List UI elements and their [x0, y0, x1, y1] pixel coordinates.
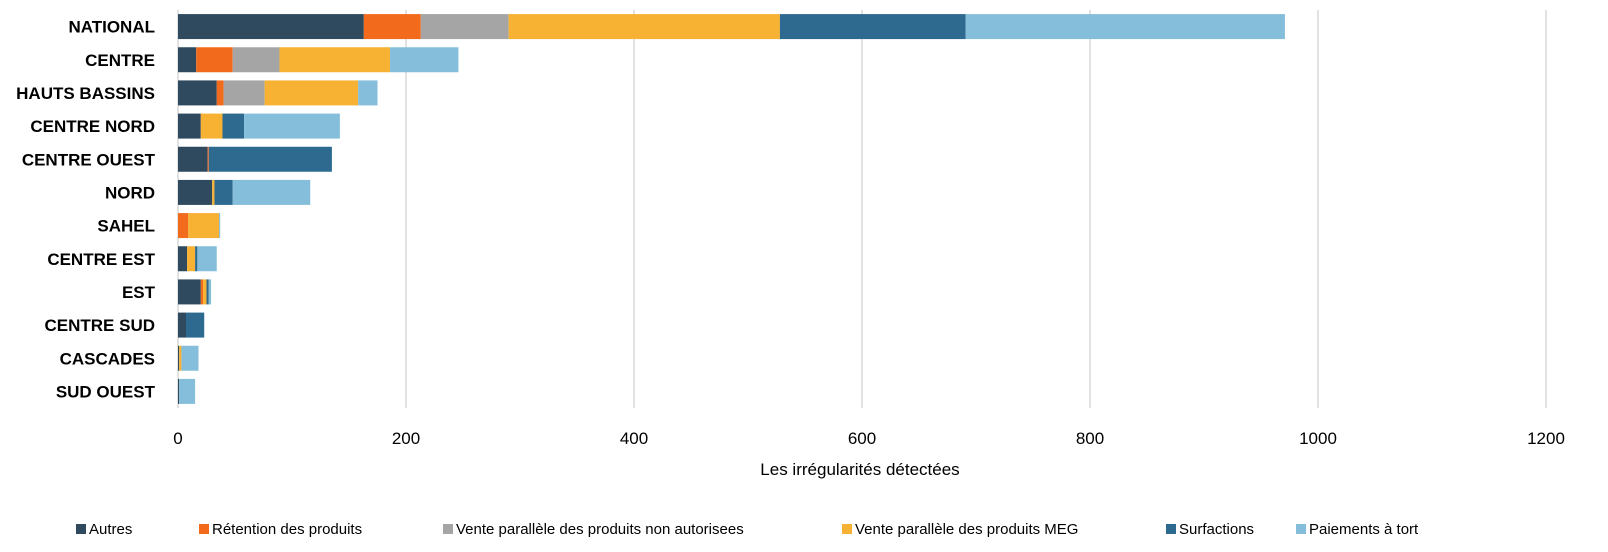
bar-segment: [363, 14, 421, 40]
legend-swatch: [842, 524, 852, 534]
bar-segment: [197, 246, 217, 272]
bar-segment: [178, 246, 188, 272]
bar-segment: [178, 80, 217, 106]
bar-segment: [178, 279, 201, 305]
bar-segment: [508, 14, 780, 40]
gridlines: [177, 10, 1547, 408]
bar-segment: [279, 47, 391, 73]
bar-segment: [178, 47, 197, 73]
x-tick-label: 0: [173, 429, 182, 448]
category-label: CENTRE EST: [47, 250, 155, 269]
category-label: CENTRE NORD: [30, 117, 155, 136]
bar-segment: [214, 179, 233, 205]
bar-segment: [244, 113, 340, 139]
bar-segment: [187, 246, 196, 272]
legend-label: Vente parallèle des produits non autoris…: [456, 521, 744, 538]
x-tick-label: 1000: [1299, 429, 1337, 448]
bar-segment: [179, 345, 182, 371]
bar-segment: [196, 47, 233, 73]
bar-segment: [181, 345, 199, 371]
bar-segment: [965, 14, 1285, 40]
bar-segment: [178, 312, 186, 338]
bar-segment: [178, 179, 213, 205]
x-tick-label: 1200: [1527, 429, 1565, 448]
bar-segment: [216, 80, 224, 106]
bar-segment: [185, 312, 205, 338]
category-label: SAHEL: [97, 217, 155, 236]
bar-segment: [212, 179, 215, 205]
legend-label: Surfactions: [1179, 521, 1254, 538]
bar-segment: [779, 14, 966, 40]
bar-segment: [420, 14, 509, 40]
bar-segment: [178, 14, 364, 40]
category-labels: NATIONAL CENTRE HAUTS BASSINS CENTRE NORD CE…: [16, 18, 155, 402]
x-axis-title: Les irrégularités détectées: [760, 460, 959, 479]
category-label: EST: [122, 283, 156, 302]
x-tick-label: 600: [848, 429, 876, 448]
category-label: SUD OUEST: [56, 382, 156, 401]
bar-segment: [264, 80, 359, 106]
legend-label: Vente parallèle des produits MEG: [855, 521, 1078, 538]
bar-segment: [178, 113, 201, 139]
legend-label: Autres: [89, 521, 132, 538]
legend-swatch: [443, 524, 453, 534]
bar-segment: [208, 146, 332, 172]
legend-swatch: [1166, 524, 1176, 534]
x-tick-label: 200: [392, 429, 420, 448]
x-tick-labels: 0 200 400 600 800 1000 1200: [173, 429, 1565, 448]
x-tick-label: 800: [1076, 429, 1104, 448]
category-label: HAUTS BASSINS: [16, 84, 155, 103]
category-label: CENTRE OUEST: [22, 150, 156, 169]
bar-segment: [232, 47, 280, 73]
bar-segment: [178, 345, 180, 371]
legend-label: Rétention des produits: [212, 521, 362, 538]
bar-segment: [179, 378, 196, 404]
bars: [178, 14, 1285, 404]
bar-segment: [178, 213, 189, 239]
bar-segment: [188, 213, 220, 239]
bar-segment: [223, 80, 265, 106]
legend-swatch: [199, 524, 209, 534]
bar-segment: [207, 146, 209, 172]
bar-segment: [222, 113, 245, 139]
bar-segment: [219, 213, 221, 239]
bar-segment: [195, 246, 198, 272]
bar-segment: [200, 279, 204, 305]
legend-swatch: [1296, 524, 1306, 534]
legend-label: Paiements à tort: [1309, 521, 1419, 538]
bar-segment: [206, 279, 209, 305]
x-tick-label: 400: [620, 429, 648, 448]
bar-segment: [203, 279, 207, 305]
legend-swatch: [76, 524, 86, 534]
bar-segment: [178, 378, 180, 404]
bar-segment: [358, 80, 378, 106]
legend: Autres Rétention des produits Vente parall…: [76, 521, 1419, 538]
bar-segment: [232, 179, 311, 205]
bar-segment: [178, 146, 208, 172]
category-label: CENTRE SUD: [44, 316, 155, 335]
category-label: NORD: [105, 183, 155, 202]
category-label: CASCADES: [60, 349, 155, 368]
category-label: NATIONAL: [68, 18, 155, 37]
category-label: CENTRE: [85, 51, 155, 70]
bar-segment: [208, 279, 212, 305]
bar-segment: [390, 47, 459, 73]
bar-segment: [200, 113, 223, 139]
